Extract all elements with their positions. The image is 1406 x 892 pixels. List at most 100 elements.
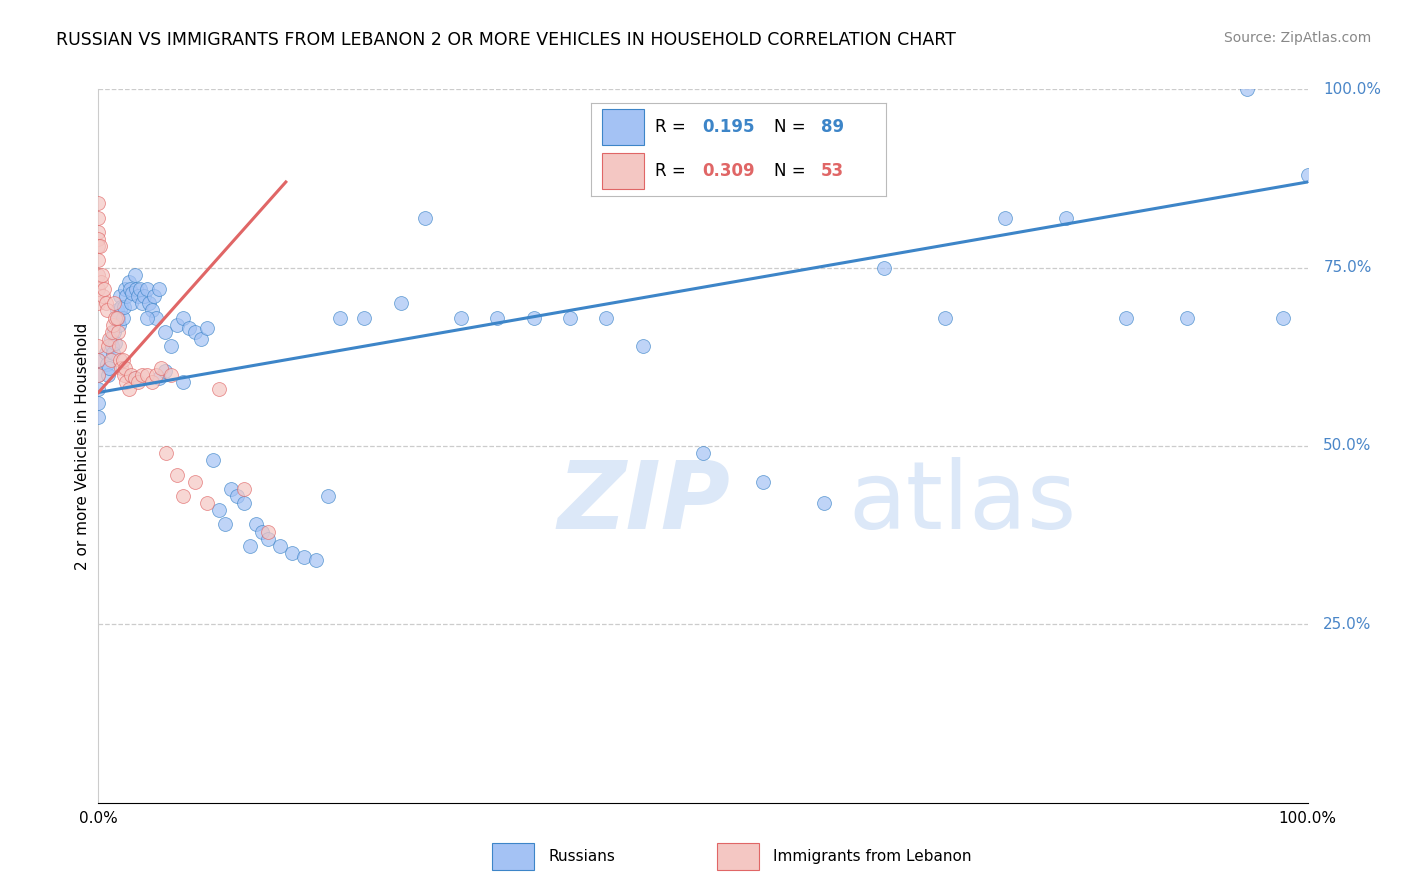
Point <box>121 285 143 300</box>
Point <box>105 303 128 318</box>
Point <box>124 268 146 282</box>
Point <box>813 496 835 510</box>
Bar <box>717 843 759 870</box>
Text: 100.0%: 100.0% <box>1323 82 1381 96</box>
Point <box>558 310 581 325</box>
Point <box>97 368 120 382</box>
Point <box>103 325 125 339</box>
Point <box>124 371 146 385</box>
Point <box>87 268 110 282</box>
Y-axis label: 2 or more Vehicles in Household: 2 or more Vehicles in Household <box>75 322 90 570</box>
Text: R =: R = <box>655 118 692 136</box>
Point <box>232 496 254 510</box>
Point <box>692 446 714 460</box>
Text: N =: N = <box>773 162 810 180</box>
Point <box>125 282 148 296</box>
Text: 50.0%: 50.0% <box>1323 439 1372 453</box>
Bar <box>492 843 534 870</box>
Point <box>1296 168 1319 182</box>
Point <box>221 482 243 496</box>
Point <box>118 382 141 396</box>
Point <box>87 368 110 382</box>
Point <box>994 211 1017 225</box>
Point <box>934 310 956 325</box>
Point <box>523 310 546 325</box>
Point <box>87 211 110 225</box>
Point <box>112 368 135 382</box>
Point <box>208 503 231 517</box>
Point <box>873 260 896 275</box>
Point <box>127 289 149 303</box>
Text: 75.0%: 75.0% <box>1323 260 1372 275</box>
Point <box>269 539 291 553</box>
Point <box>145 310 167 325</box>
Point <box>87 410 110 425</box>
Text: 0.309: 0.309 <box>703 162 755 180</box>
Point <box>143 289 166 303</box>
Point <box>114 360 136 375</box>
Text: 53: 53 <box>821 162 844 180</box>
Point <box>138 296 160 310</box>
Point <box>329 310 352 325</box>
Point <box>353 310 375 325</box>
Point <box>89 239 111 253</box>
Point <box>190 332 212 346</box>
Point <box>184 325 207 339</box>
Point <box>111 353 134 368</box>
Point <box>100 325 122 339</box>
Point <box>108 318 131 332</box>
Point <box>195 496 218 510</box>
Point <box>87 353 110 368</box>
Point <box>195 321 218 335</box>
Point <box>108 339 131 353</box>
Point <box>100 353 122 368</box>
Point <box>177 321 201 335</box>
Point <box>110 360 132 375</box>
Text: ZIP: ZIP <box>558 457 731 549</box>
Point <box>104 335 127 350</box>
Point <box>389 296 412 310</box>
Text: Source: ZipAtlas.com: Source: ZipAtlas.com <box>1223 31 1371 45</box>
Point <box>124 371 146 385</box>
Point <box>87 232 110 246</box>
Point <box>108 353 131 368</box>
Bar <box>602 109 644 145</box>
Point <box>128 282 150 296</box>
Point <box>1272 310 1295 325</box>
Point <box>115 375 138 389</box>
Point <box>131 368 153 382</box>
Point <box>87 368 110 382</box>
Point <box>112 300 135 314</box>
Point <box>105 310 128 325</box>
Point <box>202 453 225 467</box>
Point <box>135 310 157 325</box>
Point <box>148 371 170 385</box>
Text: Russians: Russians <box>548 849 616 863</box>
Point <box>87 239 110 253</box>
Point <box>110 300 132 314</box>
Point <box>87 225 110 239</box>
Point <box>87 382 110 396</box>
Point <box>245 517 267 532</box>
Point <box>96 303 118 318</box>
Point <box>104 310 127 325</box>
Text: atlas: atlas <box>848 457 1077 549</box>
Point <box>145 368 167 382</box>
Point <box>118 282 141 296</box>
Point <box>305 553 328 567</box>
Point <box>250 524 273 539</box>
Point <box>107 310 129 325</box>
Text: 89: 89 <box>821 118 844 136</box>
Point <box>101 318 124 332</box>
Point <box>93 282 115 296</box>
Point <box>87 196 110 211</box>
Point <box>97 339 120 353</box>
Point <box>98 332 121 346</box>
Point <box>148 282 170 296</box>
Point <box>239 539 262 553</box>
Point <box>134 289 156 303</box>
Point <box>232 482 254 496</box>
Point <box>1236 82 1258 96</box>
Point <box>1054 211 1077 225</box>
Point <box>281 546 304 560</box>
